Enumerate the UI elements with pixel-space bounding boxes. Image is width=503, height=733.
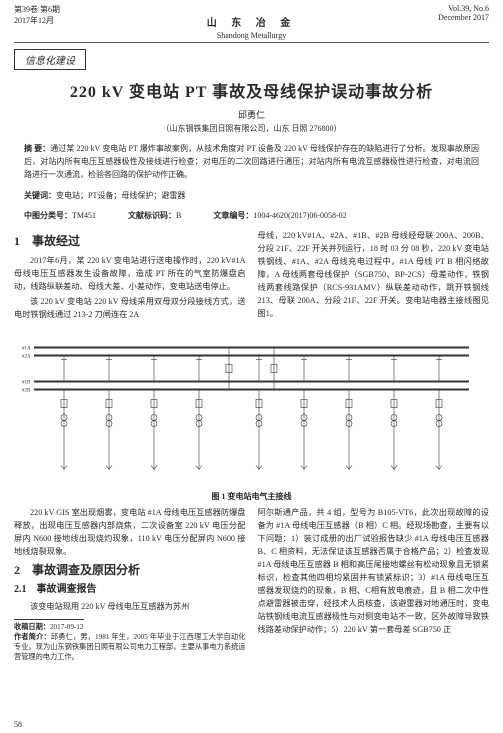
classification-row: 中图分类号：TM451 文献标识码：B 文章编号：1004-4620(2017)… bbox=[24, 210, 479, 221]
body-two-columns-top: 1 事故经过 2017年6月，某 220 kV 变电站进行送电操作时，220 k… bbox=[14, 229, 489, 323]
received-date: 2017-09-12 bbox=[50, 623, 84, 631]
header-right: Vol.39, No.6 December 2017 bbox=[438, 4, 489, 26]
journal-title-zh: 山 东 冶 金 bbox=[0, 14, 503, 29]
clc-label: 中图分类号： bbox=[24, 211, 72, 220]
sec1-p2: 该 220 kV 变电站 220 kV 母线采用双母双分段接线方式，送电时铁钢线… bbox=[14, 295, 246, 321]
clc-value: TM451 bbox=[72, 211, 96, 220]
section-1-heading: 1 事故经过 bbox=[14, 235, 246, 248]
articleid-value: 1004-4620(2017)06-0058-02 bbox=[253, 211, 346, 220]
postfig-left-p: 220 kV GIS 室出现烟雾，变电站 #1A 母线电压互感器防爆盘释放，出现… bbox=[14, 506, 246, 558]
received-date-line: 收稿日期：2017-09-12 bbox=[14, 622, 246, 632]
abstract-text: 通过某 220 kV 变电站 PT 爆炸事故案例，从技术角度对 PT 设备及 2… bbox=[24, 144, 479, 179]
section-2-heading: 2 事故调查及原因分析 bbox=[14, 564, 246, 577]
section-2-1-heading: 2.1 事故调查报告 bbox=[14, 583, 246, 596]
keywords-text: 变电站；PT设备；母线保护；避雷器 bbox=[56, 191, 185, 200]
received-label: 收稿日期： bbox=[14, 623, 50, 631]
col-left-bottom: 220 kV GIS 室出现烟雾，变电站 #1A 母线电压互感器防爆盘释放，出现… bbox=[14, 506, 246, 662]
vol-issue-en: Vol.39, No.6 bbox=[438, 4, 489, 13]
sec2-p1: 该变电站现用 220 kV 母线电压互感器为苏州 bbox=[14, 600, 246, 613]
col-left-top: 1 事故经过 2017年6月，某 220 kV 变电站进行送电操作时，220 k… bbox=[14, 229, 246, 323]
single-line-diagram: #1A #2A #1B #2B bbox=[14, 327, 489, 487]
column-section-tag: 信息化建设 bbox=[14, 49, 86, 70]
keywords-label: 关键词： bbox=[24, 191, 56, 200]
figure-1-caption: 图 1 变电站电气主接线 bbox=[14, 491, 489, 502]
figure-1: #1A #2A #1B #2B 图 1 变电站电气主接线 bbox=[14, 327, 489, 502]
postfig-right-p1: 阿尔斯通产品，共 4 组，型号为 B105-VT6，此次出现故障的设备为 #1A… bbox=[258, 506, 490, 636]
header-left: 第39卷 第6期 2017年12月 bbox=[14, 4, 60, 26]
svg-text:#2A: #2A bbox=[22, 355, 31, 360]
article-title: 220 kV 变电站 PT 事故及母线保护误动事故分析 bbox=[14, 78, 489, 102]
sec1-p1: 2017年6月，某 220 kV 变电站进行送电操作时，220 kV#1A 母线… bbox=[14, 254, 246, 293]
doccode-value: B bbox=[176, 211, 181, 220]
articleid-label: 文章编号： bbox=[213, 211, 253, 220]
abstract-block: 摘 要：通过某 220 kV 变电站 PT 爆炸事故案例，从技术角度对 PT 设… bbox=[24, 142, 479, 181]
journal-title-en: Shandong Metallurgy bbox=[0, 31, 503, 40]
author-bio-line: 作者简介：邱勇仁，男，1981 年生，2005 年毕业于江西理工大学自动化专业。… bbox=[14, 632, 246, 662]
date-en: December 2017 bbox=[438, 13, 489, 22]
author-name: 邱勇仁 bbox=[0, 108, 503, 121]
author-affiliation: （山东钢铁集团日照有限公司，山东 日照 276800） bbox=[0, 123, 503, 134]
sec1-right-cont: 母线，220 kV#1A、#2A、#1B、#2B 母线经母联 200A、200B… bbox=[258, 229, 490, 320]
col-right-bottom: 阿尔斯通产品，共 4 组，型号为 B105-VT6，此次出现故障的设备为 #1A… bbox=[258, 506, 490, 662]
svg-text:#2B: #2B bbox=[22, 389, 31, 394]
footnotes: 收稿日期：2017-09-12 作者简介：邱勇仁，男，1981 年生，2005 … bbox=[14, 622, 246, 662]
svg-text:#1B: #1B bbox=[22, 381, 31, 386]
bio-label: 作者简介： bbox=[14, 633, 51, 641]
footnote-rule bbox=[14, 619, 84, 620]
page-number: 58 bbox=[14, 720, 22, 729]
keywords-line: 关键词：变电站；PT设备；母线保护；避雷器 bbox=[24, 189, 479, 202]
vol-issue-zh: 第39卷 第6期 bbox=[14, 4, 60, 15]
abstract-label: 摘 要： bbox=[24, 144, 50, 153]
svg-text:#1A: #1A bbox=[22, 347, 31, 352]
body-two-columns-bottom: 220 kV GIS 室出现烟雾，变电站 #1A 母线电压互感器防爆盘释放，出现… bbox=[14, 506, 489, 662]
col-right-top: 母线，220 kV#1A、#2A、#1B、#2B 母线经母联 200A、200B… bbox=[258, 229, 490, 323]
doccode-label: 文献标识码： bbox=[128, 211, 176, 220]
date-zh: 2017年12月 bbox=[14, 15, 60, 26]
header-rule bbox=[14, 42, 489, 43]
